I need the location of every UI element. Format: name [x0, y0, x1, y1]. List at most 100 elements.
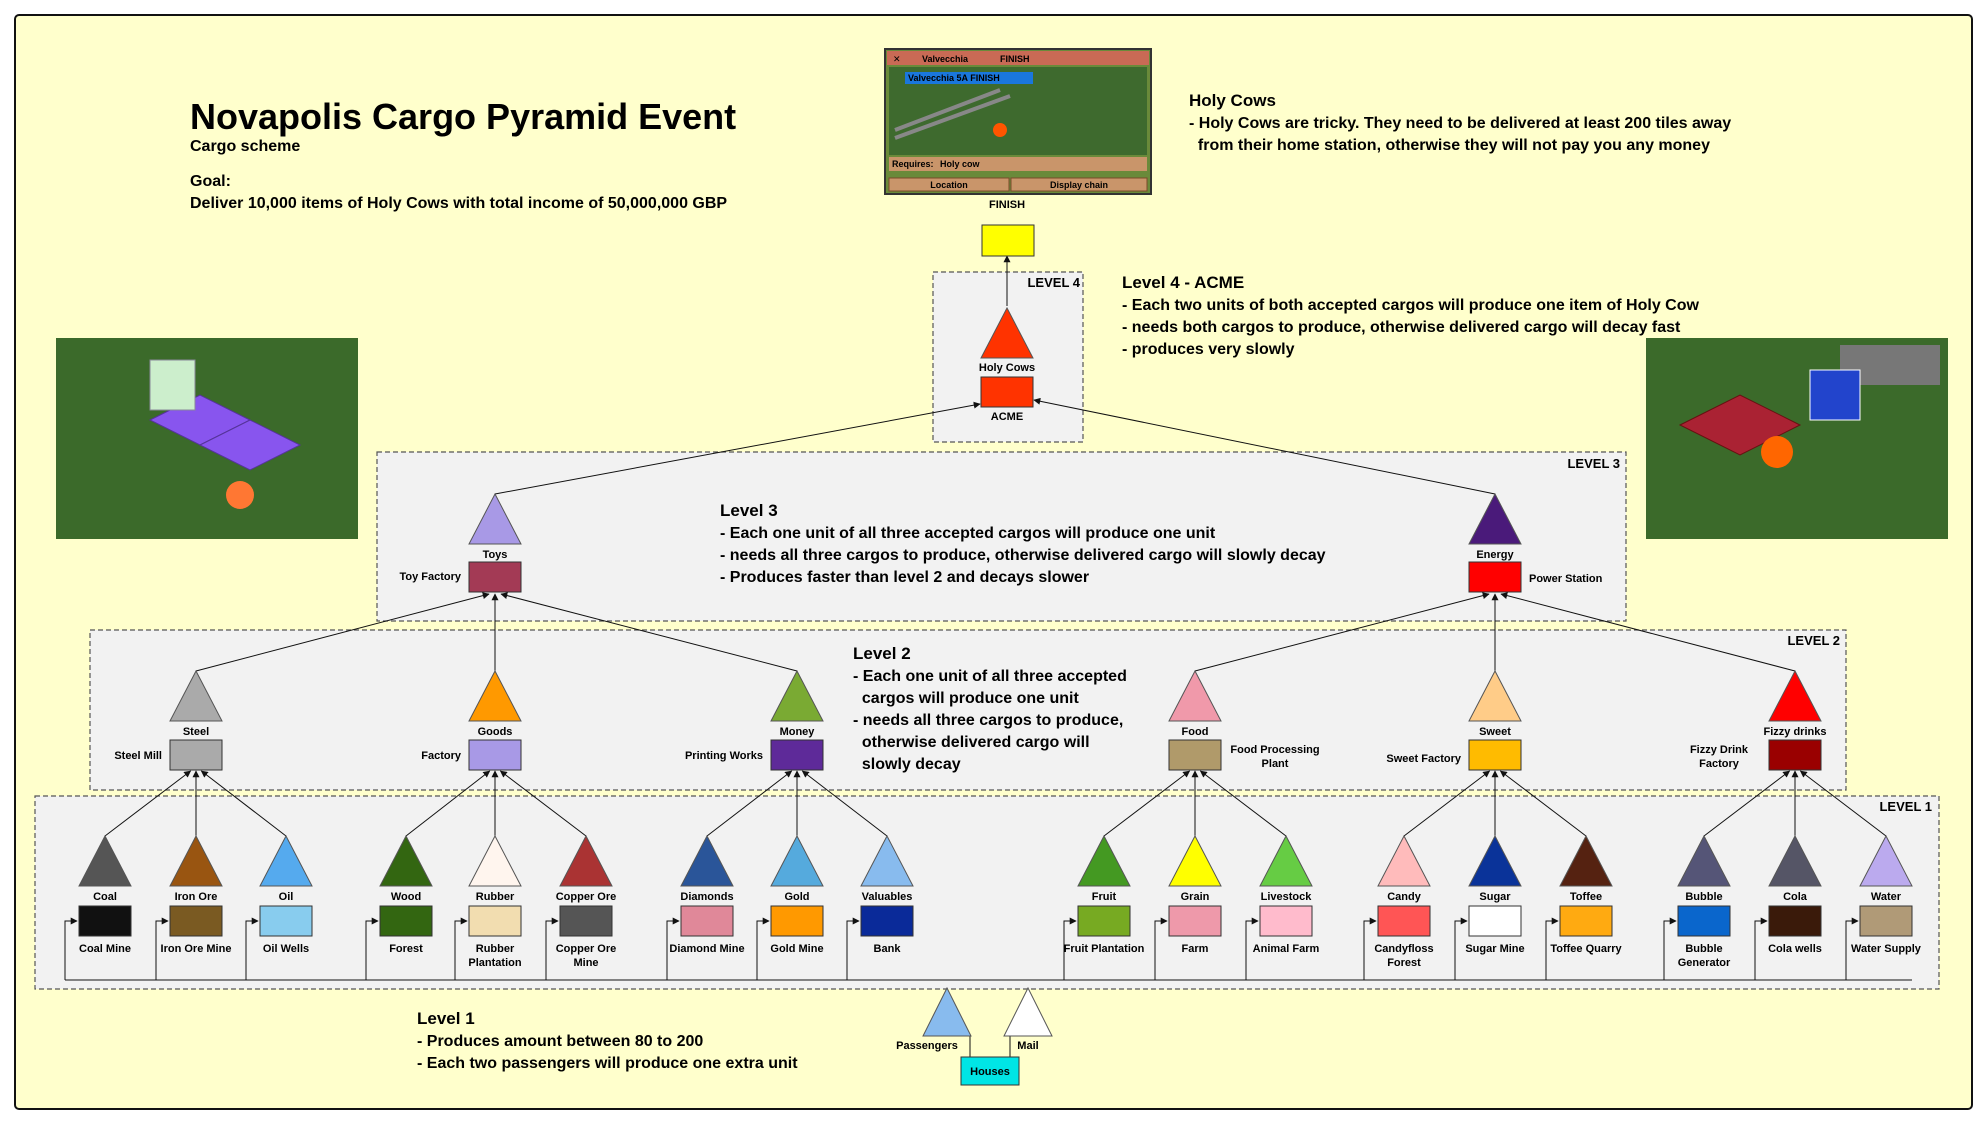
iron-ore-mine-industry-label: Iron Ore Mine: [161, 943, 232, 955]
connector-line: [200, 770, 287, 837]
level2-note-line: cargos will produce one unit: [853, 690, 1079, 707]
connector-line: [801, 770, 888, 837]
location-button[interactable]: [888, 177, 1010, 192]
level4-note-title: Level 4 - ACME: [1122, 273, 1244, 292]
page-subtitle: Cargo scheme: [190, 138, 300, 155]
coal-mine-industry-label: Coal Mine: [79, 943, 131, 955]
cola-cargo-triangle: [1768, 834, 1822, 887]
toffee-quarry-industry-label: Toffee Quarry: [1550, 943, 1622, 955]
candyfloss-forest-industry-label: Forest: [1387, 957, 1421, 969]
printing-works-industry-label: Printing Works: [685, 750, 763, 762]
holy-cows-note-title: Holy Cows: [1189, 91, 1276, 110]
copper-ore-mine-industry-label: Copper Ore: [556, 943, 617, 955]
level3-note-line: - Each one unit of all three accepted ca…: [720, 525, 1216, 542]
money-cargo-triangle: [770, 669, 824, 722]
connector-line: [500, 592, 798, 672]
livestock-cargo-triangle: [1259, 834, 1313, 887]
location-button-label: Location: [930, 180, 968, 190]
wood-cargo-triangle: [379, 834, 433, 887]
diamonds-cargo-label: Diamonds: [680, 891, 733, 903]
rubber-plantation-industry-box: [468, 905, 522, 937]
water-cargo-triangle: [1859, 834, 1913, 887]
connector-line: [454, 917, 468, 980]
printing-works-industry-box: [770, 739, 824, 771]
animal-farm-industry-box: [1259, 905, 1313, 937]
bubble-generator-industry-box: [1677, 905, 1731, 937]
iron-ore-cargo-triangle: [169, 834, 223, 887]
water-cargo-label: Water: [1871, 891, 1902, 903]
level3-label: LEVEL 3: [1567, 456, 1620, 471]
toy-factory-industry-label: Toy Factory: [399, 571, 461, 583]
sugar-cargo-label: Sugar: [1479, 891, 1511, 903]
houses-industry-box: [960, 1056, 1020, 1086]
steel-mill-industry-box: [169, 739, 223, 771]
fruit-plantation-industry-label: Fruit Plantation: [1064, 943, 1145, 955]
diamond-mine-industry-box: [680, 905, 734, 937]
factory-industry-label: Factory: [421, 750, 462, 762]
sweet-cargo-triangle: [1468, 669, 1522, 722]
oil-wells-industry-label: Oil Wells: [263, 943, 309, 955]
connector-line: [1499, 770, 1587, 837]
rail-track: [894, 88, 1011, 140]
bubble-cargo-label: Bubble: [1685, 891, 1722, 903]
copper-ore-mine-industry-box: [559, 905, 613, 937]
cola-wells-industry-label: Cola wells: [1768, 943, 1822, 955]
candy-cargo-triangle: [1377, 834, 1431, 887]
fizzy-drink-factory-industry-label: Factory: [1699, 758, 1740, 770]
forest-industry-label: Forest: [389, 943, 423, 955]
level4-note-line: - Each two units of both accepted cargos…: [1122, 297, 1700, 314]
level3-note-title: Level 3: [720, 501, 778, 520]
goods-cargo-label: Goods: [478, 726, 513, 738]
level4-note-line: - produces very slowly: [1122, 341, 1295, 358]
right-game-screenshot: [1646, 338, 1948, 539]
level4-note-line: - needs both cargos to produce, otherwis…: [1122, 319, 1681, 336]
energy-cargo-label: Energy: [1476, 549, 1514, 561]
power-station-industry-label: Power Station: [1529, 573, 1603, 585]
copper-ore-cargo-label: Copper Ore: [556, 891, 617, 903]
level1-label: LEVEL 1: [1879, 799, 1932, 814]
level3-note-line: - Produces faster than level 2 and decay…: [720, 569, 1089, 586]
level2-note-line: slowly decay: [853, 756, 961, 773]
display-chain-button[interactable]: [1010, 177, 1148, 192]
copper-ore-cargo-triangle: [559, 834, 613, 887]
connector-line: [405, 770, 491, 837]
fruit-plantation-industry-box: [1077, 905, 1131, 937]
station-tag-text: Valvecchia 5A FINISH: [908, 73, 1000, 83]
bubble-generator-industry-label: Bubble: [1685, 943, 1722, 955]
grain-cargo-label: Grain: [1181, 891, 1210, 903]
farm-industry-label: Farm: [1182, 943, 1209, 955]
connector-line: [846, 917, 860, 980]
fruit-cargo-label: Fruit: [1092, 891, 1117, 903]
connector-line: [64, 917, 78, 980]
finish-node: FINISH: [981, 199, 1035, 257]
level2-note-line: otherwise delivered cargo will: [853, 734, 1090, 751]
fizzy-drink-factory-industry-label: Fizzy Drink: [1690, 744, 1749, 756]
toy-factory-industry-box: [468, 561, 522, 593]
connector-line: [1754, 917, 1768, 980]
oil-cargo-triangle: [259, 834, 313, 887]
candyfloss-forest-industry-box: [1377, 905, 1431, 937]
gold-mine-industry-label: Gold Mine: [770, 943, 823, 955]
bank-industry-box: [860, 905, 914, 937]
wood-cargo-label: Wood: [391, 891, 421, 903]
gold-mine-industry-box: [770, 905, 824, 937]
valuables-cargo-label: Valuables: [862, 891, 913, 903]
food-processing-plant-industry-box: [1168, 739, 1222, 771]
sugar-mine-industry-label: Sugar Mine: [1465, 943, 1524, 955]
sugar-cargo-triangle: [1468, 834, 1522, 887]
mail-cargo-triangle: [1003, 986, 1053, 1037]
food-processing-plant-industry-label: Plant: [1262, 758, 1289, 770]
connector-line: [494, 401, 981, 495]
toffee-quarry-industry-box: [1559, 905, 1613, 937]
connector-line: [1663, 917, 1677, 980]
close-icon[interactable]: ✕: [893, 54, 901, 64]
level2-note-line: - needs all three cargos to produce,: [853, 712, 1123, 729]
level1-box: LEVEL 1: [34, 795, 1940, 990]
acme-industry-label: ACME: [991, 411, 1023, 423]
water-supply-industry-box: [1859, 905, 1913, 937]
rubber-cargo-triangle: [468, 834, 522, 887]
connector-line: [1799, 770, 1887, 837]
window-title-left: Valvecchia: [922, 54, 969, 64]
